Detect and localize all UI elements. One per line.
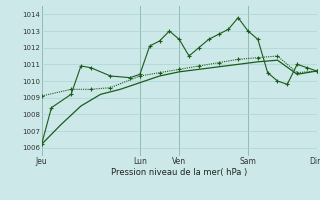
X-axis label: Pression niveau de la mer( hPa ): Pression niveau de la mer( hPa ) bbox=[111, 168, 247, 177]
